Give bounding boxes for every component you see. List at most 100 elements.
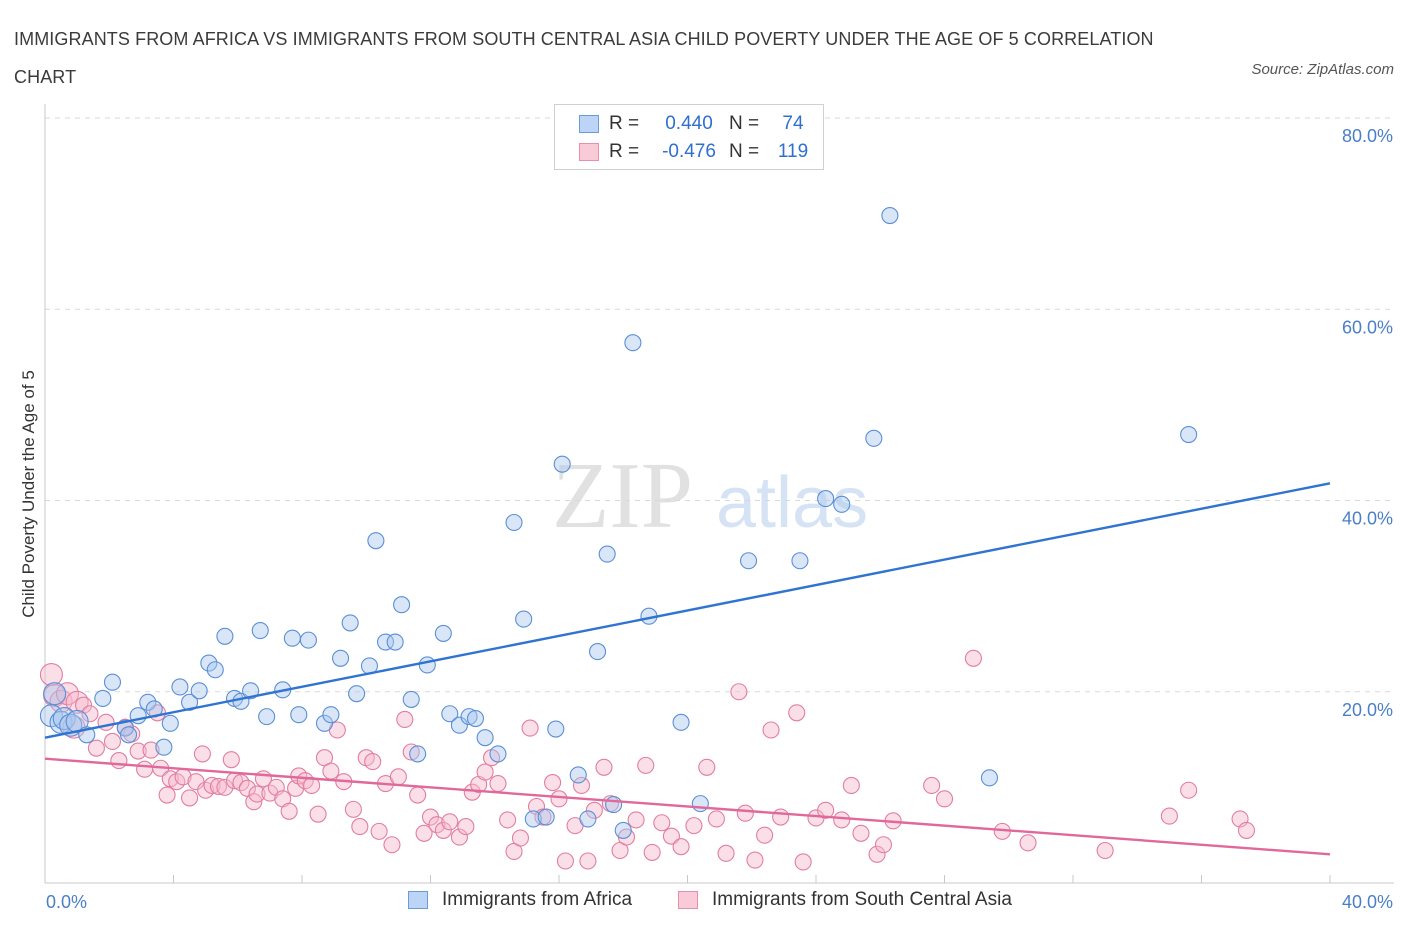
point-asia (434, 821, 452, 839)
point-asia (457, 818, 475, 836)
y-tick-label: 80.0% (1342, 126, 1393, 146)
y-tick-label: 40.0% (1342, 509, 1393, 529)
point-africa (739, 552, 758, 570)
point-asia (232, 774, 250, 792)
point-asia (852, 824, 870, 842)
point-asia (203, 776, 221, 795)
point-asia (181, 789, 199, 807)
point-asia (637, 756, 655, 774)
r-value: -0.476 (662, 141, 716, 162)
point-africa (258, 708, 276, 726)
point-asia (868, 845, 886, 863)
point-asia (248, 785, 266, 803)
point-africa (43, 682, 67, 706)
point-asia (521, 719, 539, 737)
point-africa (791, 552, 809, 570)
point-asia (1096, 841, 1114, 860)
point-asia (833, 811, 851, 829)
point-asia (698, 758, 716, 776)
r-label: R = (609, 141, 640, 162)
point-africa (200, 654, 218, 672)
point-asia (1019, 834, 1037, 852)
point-africa (1180, 425, 1198, 444)
trend-lines (44, 482, 1331, 856)
point-asia (370, 822, 388, 840)
point-asia (39, 662, 63, 687)
legend-item-asia[interactable]: Immigrants from South Central Asia (678, 889, 1012, 911)
point-asia (499, 811, 517, 829)
point-africa (605, 796, 623, 814)
legend-label-africa: Immigrants from Africa (442, 889, 633, 910)
point-africa (242, 682, 260, 700)
point-africa (881, 206, 899, 225)
point-asia (136, 760, 154, 778)
point-africa (409, 745, 427, 763)
asia-legend-swatch (678, 891, 698, 909)
x-tick-label: 0.0% (46, 892, 87, 912)
point-asia (627, 811, 645, 829)
point-asia (672, 838, 690, 856)
point-asia (730, 683, 748, 701)
point-asia (450, 828, 468, 846)
point-asia (87, 739, 105, 757)
point-africa (515, 610, 533, 628)
point-asia (103, 732, 122, 751)
point-asia (428, 816, 446, 834)
legend-item-africa[interactable]: Immigrants from Africa (408, 889, 632, 911)
x-tick-label: 40.0% (1342, 892, 1393, 912)
point-asia (55, 682, 80, 706)
point-asia (595, 758, 613, 776)
africa-legend-swatch (408, 891, 428, 909)
watermark-zip: ZIP (552, 444, 693, 548)
point-africa (283, 629, 301, 647)
point-africa (376, 633, 395, 651)
point-africa (322, 706, 340, 724)
point-africa (441, 705, 459, 723)
asia-swatch (579, 143, 599, 161)
series-africa-points (39, 206, 1198, 839)
point-africa (476, 729, 494, 747)
point-africa (216, 627, 234, 645)
trendline-asia (44, 757, 1331, 856)
point-asia (556, 852, 574, 870)
point-africa (139, 693, 157, 711)
n-value: 119 (777, 141, 809, 162)
point-africa (537, 808, 555, 826)
africa-swatch (579, 115, 599, 133)
point-asia (756, 826, 774, 844)
point-asia (158, 786, 176, 804)
stats-row-asia: R = -0.476 N = 119 (579, 138, 815, 166)
point-asia (187, 773, 205, 791)
tick-labels: 20.0% 40.0% 60.0% 80.0% 0.0% 40.0% (46, 126, 1393, 912)
point-asia (489, 774, 507, 793)
watermark-atlas: atlas (716, 463, 868, 543)
point-asia (389, 768, 407, 786)
point-africa (460, 708, 478, 726)
point-asia (707, 810, 725, 828)
y-tick-label: 20.0% (1342, 700, 1393, 720)
point-asia (409, 786, 427, 804)
point-africa (161, 714, 179, 732)
point-asia (1180, 781, 1198, 799)
point-africa (450, 716, 468, 734)
point-africa (103, 673, 122, 691)
chart-title: IMMIGRANTS FROM AFRICA VS IMMIGRANTS FRO… (14, 29, 1154, 87)
point-asia (322, 762, 340, 780)
trendline-africa (44, 482, 1331, 739)
point-asia (874, 836, 893, 854)
point-africa (367, 532, 385, 550)
point-asia (309, 805, 327, 823)
n-label: N = (729, 141, 760, 162)
point-asia (572, 776, 591, 795)
point-asia (935, 790, 954, 808)
point-asia (544, 774, 562, 792)
series-asia-points (39, 649, 1256, 871)
y-tick-label: 60.0% (1342, 317, 1393, 337)
point-asia (222, 751, 240, 769)
point-asia (736, 804, 754, 822)
n-value: 74 (782, 113, 804, 134)
point-africa (315, 714, 334, 732)
point-asia (142, 741, 160, 759)
stats-row-africa: R = 0.440 N = 74 (579, 110, 815, 138)
point-africa (418, 656, 436, 674)
